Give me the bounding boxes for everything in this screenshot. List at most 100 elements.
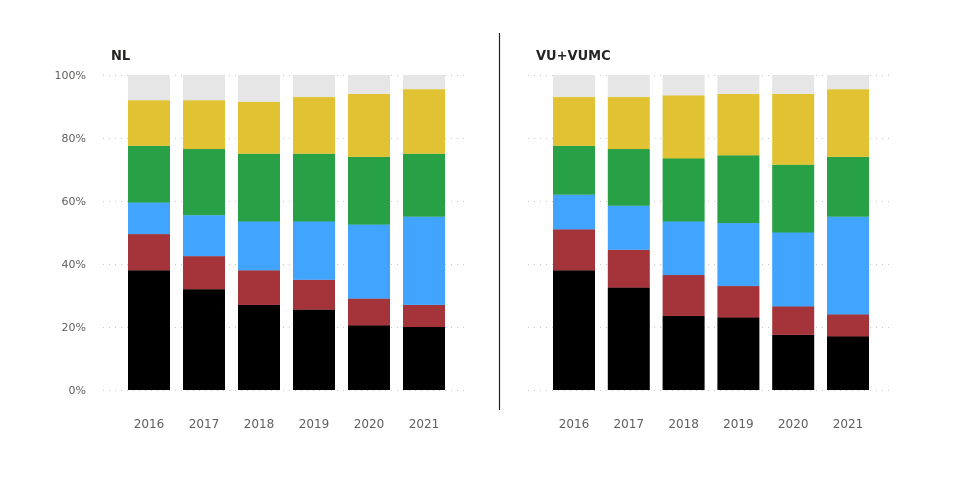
bar-segment <box>348 224 390 299</box>
bar-segment <box>403 216 445 305</box>
bar-segment <box>772 306 815 335</box>
bar-segment <box>772 232 815 307</box>
bar-stack-2020 <box>348 75 390 390</box>
bar-segment <box>553 75 595 98</box>
bars <box>553 75 869 390</box>
bar-segment <box>348 93 390 157</box>
bar-segment <box>827 314 869 337</box>
bar-segment <box>772 75 815 94</box>
x-tick-label: 2019 <box>299 417 330 431</box>
bar-segment <box>238 101 280 154</box>
y-tick-label: 20% <box>62 321 86 334</box>
bar-segment <box>662 315 705 390</box>
bar-segment <box>293 153 335 222</box>
bar-segment <box>553 97 595 146</box>
bar-segment <box>717 223 760 287</box>
bar-segment <box>183 256 225 290</box>
bar-segment <box>717 317 760 390</box>
bar-segment <box>238 75 280 102</box>
bar-segment <box>348 298 390 326</box>
bar-segment <box>348 156 390 225</box>
x-tick-label: 2020 <box>354 417 385 431</box>
bar-stack-2016 <box>553 75 595 390</box>
y-tick-label: 60% <box>62 195 86 208</box>
bar-segment <box>403 89 445 154</box>
chart-panel-nl: NL 0% 20% 40% 60% 80% 100% 2016 2017 2018 2019 202… <box>55 49 468 431</box>
y-tick-label: 0% <box>69 384 86 397</box>
bar-segment <box>662 275 705 316</box>
bar-segment <box>717 286 760 318</box>
bar-segment <box>128 202 170 235</box>
bar-segment <box>827 156 869 217</box>
bar-segment <box>128 270 170 390</box>
bar-segment <box>238 304 280 390</box>
bar-segment <box>717 155 760 224</box>
y-tick-label: 40% <box>62 258 86 271</box>
bar-segment <box>553 145 595 195</box>
bar-segment <box>662 221 705 276</box>
bar-stack-2016 <box>128 75 170 390</box>
x-tick-label: 2020 <box>778 417 809 431</box>
bar-segment <box>183 75 225 101</box>
bar-segment <box>293 221 335 280</box>
bar-stack-2019 <box>717 75 760 390</box>
bar-segment <box>827 216 869 315</box>
bar-segment <box>662 158 705 222</box>
bar-segment <box>348 325 390 390</box>
bar-segment <box>607 205 650 250</box>
bar-segment <box>183 149 225 216</box>
bar-segment <box>293 75 335 98</box>
bar-segment <box>128 100 170 146</box>
x-tick-label: 2019 <box>723 417 754 431</box>
bar-segment <box>238 221 280 271</box>
bar-segment <box>293 279 335 310</box>
bar-segment <box>772 334 815 390</box>
bar-segment <box>183 215 225 257</box>
x-tick-label: 2021 <box>833 417 864 431</box>
bar-segment <box>827 336 869 390</box>
x-tick-label: 2017 <box>189 417 220 431</box>
bar-segment <box>717 75 760 94</box>
bars <box>128 75 445 390</box>
chart-panel-vu-vumc: VU+VUMC 2016 2017 2018 2019 2020 2021 <box>528 49 892 431</box>
bar-segment <box>293 309 335 390</box>
bar-segment <box>403 304 445 327</box>
bar-segment <box>553 229 595 271</box>
bar-stack-2018 <box>238 75 280 390</box>
x-tick-label: 2018 <box>244 417 275 431</box>
bar-segment <box>183 100 225 150</box>
x-tick-label: 2016 <box>559 417 590 431</box>
y-axis-labels: 0% 20% 40% 60% 80% 100% <box>55 69 86 397</box>
bar-segment <box>553 270 595 390</box>
bar-stack-2021 <box>403 75 445 390</box>
bar-segment <box>607 287 650 390</box>
bar-segment <box>553 194 595 230</box>
x-tick-label: 2016 <box>134 417 165 431</box>
bar-segment <box>403 327 445 390</box>
bar-segment <box>238 153 280 222</box>
bar-segment <box>827 75 869 90</box>
bar-stack-2021 <box>827 75 869 390</box>
y-tick-label: 80% <box>62 132 86 145</box>
bar-stack-2017 <box>183 75 225 390</box>
bar-stack-2017 <box>607 75 650 390</box>
bar-segment <box>662 95 705 159</box>
panel-title: NL <box>111 49 130 64</box>
bar-segment <box>403 153 445 217</box>
x-tick-label: 2017 <box>614 417 645 431</box>
bar-segment <box>607 249 650 288</box>
bar-segment <box>662 75 705 96</box>
bar-segment <box>607 75 650 98</box>
bar-segment <box>348 75 390 94</box>
x-tick-label: 2021 <box>409 417 440 431</box>
bar-segment <box>717 93 760 156</box>
bar-segment <box>128 234 170 271</box>
x-tick-label: 2018 <box>668 417 699 431</box>
bar-segment <box>607 97 650 150</box>
bar-segment <box>128 75 170 101</box>
bar-segment <box>772 93 815 165</box>
bar-stack-2018 <box>662 75 705 390</box>
bar-segment <box>607 149 650 206</box>
bar-segment <box>772 164 815 233</box>
